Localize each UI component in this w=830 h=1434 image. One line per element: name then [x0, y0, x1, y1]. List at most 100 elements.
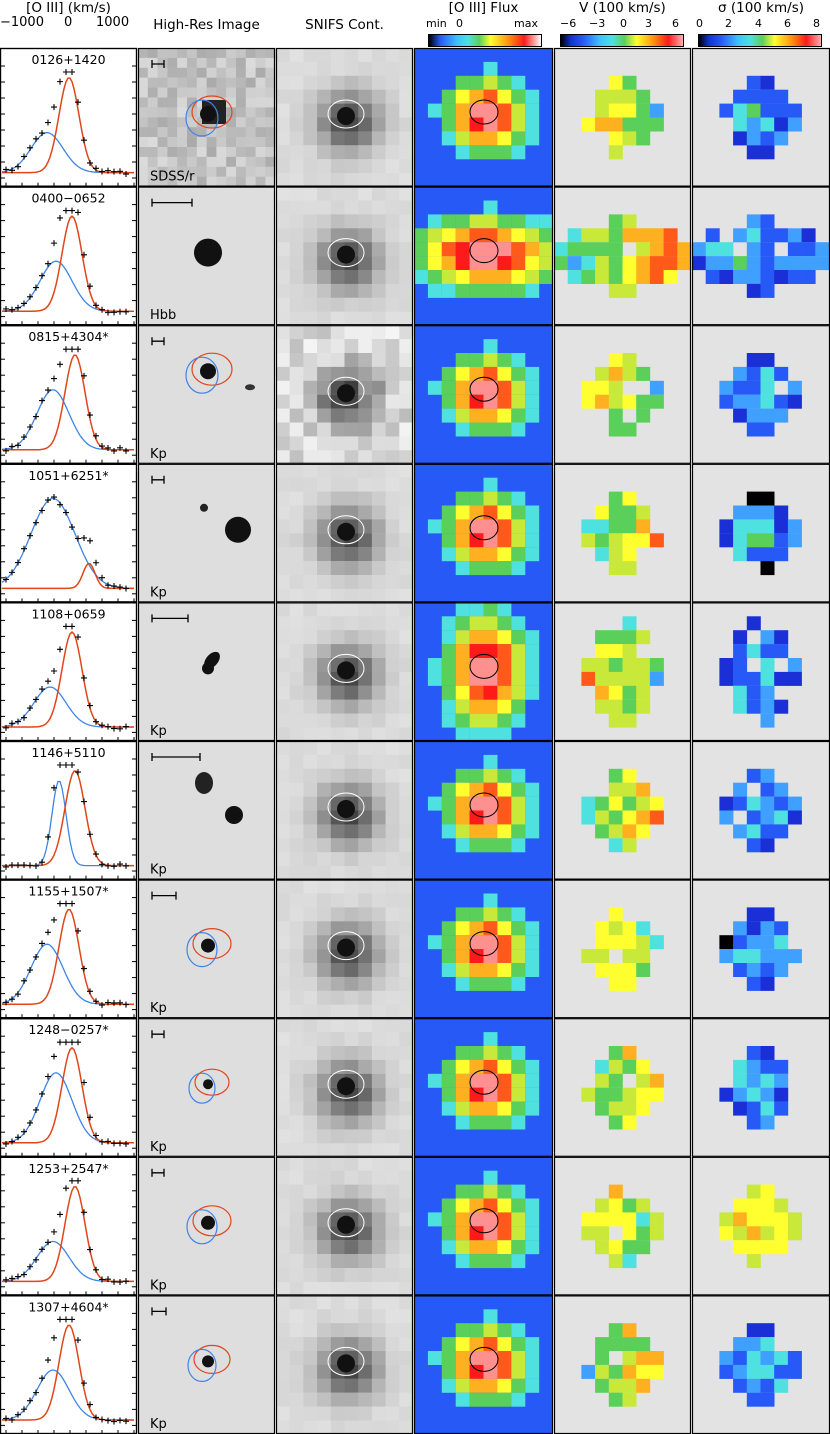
spectrum-data-point: [111, 168, 117, 175]
spectrum-data-point: [99, 443, 105, 450]
galaxy-nucleus: [202, 1355, 214, 1368]
velocity-header-title: V (100 km/s): [579, 0, 666, 16]
white-contour: [327, 515, 365, 545]
spectrum-panel: [0, 740, 138, 880]
galaxy-nucleus: [203, 1079, 213, 1090]
spectrum-data-point: [75, 346, 81, 353]
spectrum-data-point: [117, 1279, 123, 1286]
spectrum-data-point: [93, 302, 99, 309]
white-contour: [327, 99, 365, 129]
black-contour: [469, 376, 499, 402]
red-component-curve: [2, 1046, 134, 1144]
spectrum-data-point: [27, 144, 33, 151]
spectrum-data-point: [105, 1276, 111, 1283]
spectrum-data-point: [75, 1177, 81, 1184]
sigma-tick-8: 8: [813, 17, 820, 30]
spectrum-data-point: [117, 1140, 123, 1147]
scale-bar: [151, 60, 165, 68]
spectrum-data-point: [75, 634, 81, 641]
spectrum-data-point: [33, 1256, 39, 1263]
highres-image-panel: [138, 325, 275, 464]
spectrum-data-point: [45, 497, 51, 504]
velocity-tick-neg3: −3: [589, 17, 606, 30]
spectrum-data-point: [87, 159, 93, 166]
spectrum-data-point: [63, 900, 69, 907]
snifs-nucleus: [337, 800, 355, 818]
spectrum-data-point: [93, 718, 99, 725]
row-2: 0815+4304* Kp: [0, 325, 830, 465]
spectrum-data-point: [81, 1079, 87, 1086]
spectrum-data-point: [33, 953, 39, 960]
spectrum-panel: [0, 879, 138, 1019]
spectrum-data-point: [57, 1316, 63, 1323]
spectrum-data-point: [45, 387, 51, 394]
galaxy-nucleus: [194, 238, 222, 267]
spectrum-data-point: [51, 667, 57, 674]
spectrum-data-point: [123, 1140, 129, 1147]
blue-contour: [185, 99, 219, 137]
spectrum-data-point: [33, 862, 39, 869]
row-5: 1146+5110 Kp: [0, 740, 830, 881]
spectrum-data-point: [21, 862, 27, 869]
spectrum-data-point: [21, 714, 27, 721]
velocity-tick-3: 3: [645, 17, 652, 30]
spectrum-data-point: [15, 163, 21, 170]
spectrum-data-point: [63, 1316, 69, 1323]
spectrum-data-point: [99, 722, 105, 729]
spectrum-data-point: [117, 725, 123, 732]
spectrum-panel: [0, 186, 138, 326]
spectrum-data-point: [51, 240, 57, 247]
snifs-header-title: SNIFS Cont.: [305, 17, 384, 33]
spectrum-data-point: [57, 900, 63, 907]
spectrum-data-point: [111, 1140, 117, 1147]
spectrum-data-point: [123, 585, 129, 592]
highres-image-panel: [138, 741, 275, 880]
snifs-nucleus: [337, 1354, 355, 1373]
velocity-tick-neg6: −6: [560, 17, 577, 30]
white-contour: [327, 376, 365, 406]
spectrum-data-point: [3, 166, 9, 173]
spectrum-data-point: [81, 965, 87, 972]
filter-label: SDSS/r: [150, 170, 195, 185]
filter-label: Kp: [150, 1278, 167, 1293]
blue-contour: [187, 1348, 217, 1383]
flux-tick-max: max: [514, 17, 538, 30]
row-0: 0126+1420 SDSS/r: [0, 47, 830, 188]
spectrum-data-point: [81, 137, 87, 144]
spectrum-data-point: [3, 724, 9, 731]
spectrum-data-point: [9, 306, 15, 313]
spectrum-data-point: [45, 260, 51, 267]
spectrum-data-point: [27, 1119, 33, 1126]
velocity-tick-0: 0: [620, 17, 627, 30]
spectrum-data-point: [123, 1001, 129, 1008]
white-contour: [327, 238, 365, 268]
spectrum-data-point: [33, 696, 39, 703]
scale-bar: [151, 891, 177, 900]
spectrum-data-point: [111, 309, 117, 316]
spectrum-data-point: [93, 559, 99, 566]
black-contour: [469, 653, 499, 679]
spectrum-panel: [0, 47, 138, 187]
object-name-label: 1248−0257*: [28, 1022, 108, 1037]
scale-bar: [151, 337, 165, 346]
spectrum-data-point: [57, 78, 63, 85]
spectrum-data-point: [99, 1416, 105, 1423]
scale-bar: [151, 1168, 165, 1177]
snifs-nucleus: [337, 384, 355, 403]
spectrum-data-point: [33, 1106, 39, 1113]
sigma-colorbar: [698, 34, 822, 47]
spectrum-data-point: [123, 1418, 129, 1425]
spectrum-data-point: [57, 1039, 63, 1046]
scale-bar: [151, 753, 201, 761]
spectrum-data-point: [39, 507, 45, 514]
white-contour: [327, 1069, 365, 1099]
spectrum-data-point: [99, 1002, 105, 1009]
spectrum-data-point: [81, 251, 87, 258]
spectrum-data-point: [39, 397, 45, 404]
row-9: 1307+4604* Kp: [0, 1295, 830, 1434]
spectrum-data-point: [99, 168, 105, 175]
galaxy-nucleus: [225, 516, 251, 543]
spectrum-data-point: [51, 375, 57, 382]
filter-label: Hbb: [150, 308, 176, 323]
